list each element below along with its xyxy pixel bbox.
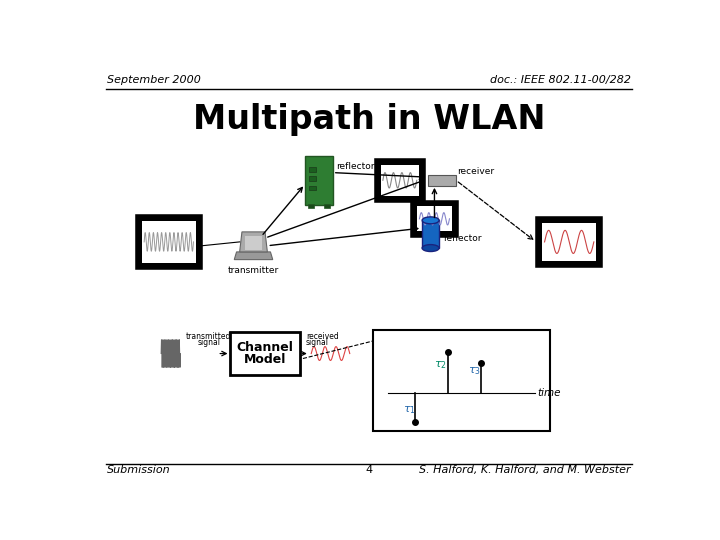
Bar xyxy=(308,204,315,208)
Polygon shape xyxy=(240,232,267,252)
Bar xyxy=(309,186,316,190)
Text: $\tau_1$: $\tau_1$ xyxy=(402,404,415,416)
Bar xyxy=(381,165,419,195)
Text: doc.: IEEE 802.11-00/282: doc.: IEEE 802.11-00/282 xyxy=(490,75,631,85)
Text: received: received xyxy=(306,332,338,341)
Ellipse shape xyxy=(422,245,439,252)
Text: time: time xyxy=(538,388,561,397)
Bar xyxy=(142,221,196,263)
Bar xyxy=(309,177,316,181)
Bar xyxy=(138,217,199,267)
Text: transmitter: transmitter xyxy=(228,266,279,275)
Bar xyxy=(422,220,439,248)
Text: 4: 4 xyxy=(366,465,372,475)
Polygon shape xyxy=(234,252,273,260)
Bar xyxy=(323,204,330,208)
Bar xyxy=(428,175,456,186)
Text: receiver: receiver xyxy=(457,166,495,176)
Text: Channel: Channel xyxy=(237,341,294,354)
Bar xyxy=(542,222,596,261)
Text: Multipath in WLAN: Multipath in WLAN xyxy=(193,103,545,136)
Text: S. Halford, K. Halford, and M. Webster: S. Halford, K. Halford, and M. Webster xyxy=(419,465,631,475)
Bar xyxy=(305,156,333,205)
Bar xyxy=(230,333,300,375)
Bar xyxy=(539,219,600,265)
Bar xyxy=(377,161,423,200)
Text: Submission: Submission xyxy=(107,465,171,475)
Bar xyxy=(413,202,456,235)
Text: $\tau_3$: $\tau_3$ xyxy=(468,366,481,377)
Text: signal: signal xyxy=(197,339,220,347)
Bar xyxy=(245,236,262,249)
Text: reflector: reflector xyxy=(336,162,374,171)
Text: $\tau_2$: $\tau_2$ xyxy=(434,359,447,371)
Bar xyxy=(373,330,550,430)
Text: transmitted: transmitted xyxy=(186,332,232,341)
Text: Model: Model xyxy=(244,353,287,366)
Ellipse shape xyxy=(422,217,439,224)
Text: reflector: reflector xyxy=(443,233,482,242)
Bar xyxy=(309,167,316,172)
Bar xyxy=(417,206,451,231)
Text: September 2000: September 2000 xyxy=(107,75,201,85)
Text: signal: signal xyxy=(306,339,329,347)
